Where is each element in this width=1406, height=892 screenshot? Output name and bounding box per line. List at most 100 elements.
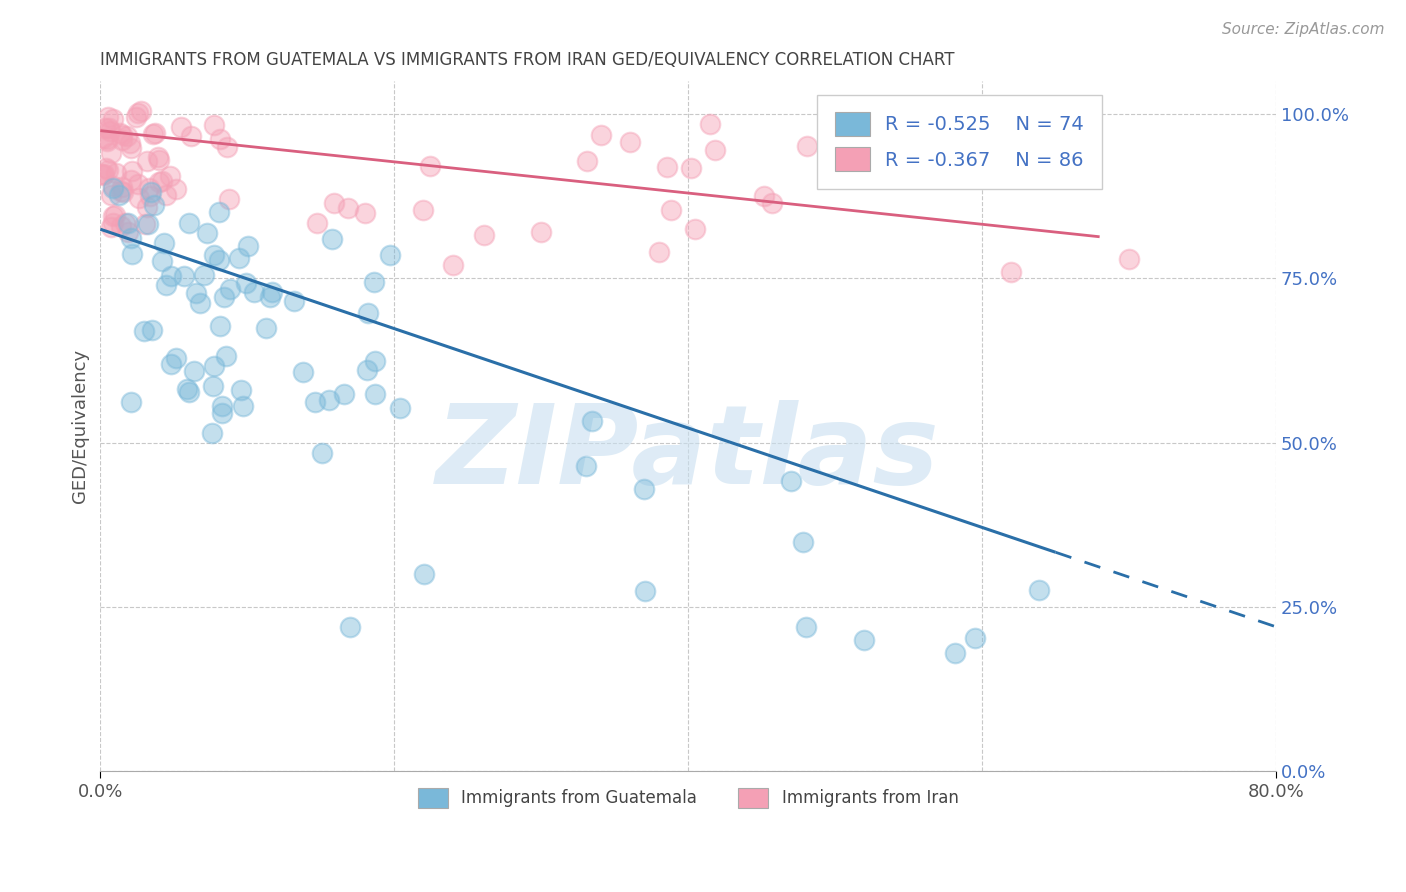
Point [472,227,495,242]
Y-axis label: GED/Equivalency: GED/Equivalency [72,350,89,503]
Point [101,216,124,230]
Point [139,188,162,202]
Point [792,535,814,549]
Point [1000,265,1022,279]
Point [388,401,411,415]
Point [117,225,139,239]
Point [619,135,641,149]
Point [173,269,195,284]
Point [177,384,200,399]
Point [148,153,170,168]
Point [155,277,177,292]
Point [441,258,464,272]
Point [101,112,124,127]
Point [100,220,122,235]
Point [943,646,966,660]
Point [283,293,305,308]
Point [121,164,143,178]
Point [209,132,232,146]
Point [208,205,231,219]
Text: Source: ZipAtlas.com: Source: ZipAtlas.com [1222,22,1385,37]
Point [141,323,163,337]
Point [142,198,165,212]
Point [235,276,257,290]
Point [93,167,115,181]
Point [305,217,328,231]
Point [963,631,986,645]
Point [110,219,132,234]
Point [94,161,117,176]
Point [170,120,193,135]
Point [339,620,361,634]
Point [159,169,181,183]
Point [761,196,783,211]
Point [188,296,211,310]
Point [215,349,238,363]
Point [112,185,135,199]
Point [208,252,231,267]
Point [364,354,387,368]
Point [378,248,401,262]
Point [127,177,149,191]
Legend: Immigrants from Guatemala, Immigrants from Iran: Immigrants from Guatemala, Immigrants fr… [411,781,966,814]
Point [96,134,118,148]
Point [256,321,278,335]
Point [796,139,818,153]
Point [184,285,207,300]
Point [118,136,141,151]
Point [97,110,120,124]
Point [336,201,359,215]
Point [91,131,114,145]
Point [150,174,173,188]
Point [101,209,124,223]
Point [208,319,231,334]
Point [120,140,142,154]
Point [108,187,131,202]
Point [117,216,139,230]
Point [146,150,169,164]
Point [412,202,434,217]
Point [218,192,240,206]
Point [292,365,315,379]
Point [679,161,702,176]
Point [214,290,236,304]
Point [318,393,340,408]
Point [142,127,165,141]
Point [211,399,233,413]
Point [201,425,224,440]
Point [259,290,281,304]
Point [333,387,356,401]
Point [127,106,149,120]
Point [685,221,707,235]
Point [148,175,170,189]
Point [114,216,136,230]
Point [752,189,775,203]
Point [155,188,177,202]
Point [357,306,380,320]
Point [93,120,115,135]
Point [202,359,225,373]
Point [176,382,198,396]
Point [98,120,121,135]
Point [657,160,679,174]
Point [236,238,259,252]
Point [120,230,142,244]
Point [165,351,187,365]
Point [589,128,612,143]
Point [183,364,205,378]
Point [575,154,598,169]
Point [260,285,283,300]
Point [98,123,121,137]
Point [91,168,114,182]
Point [1118,252,1140,266]
Point [530,226,553,240]
Point [120,395,142,409]
Text: IMMIGRANTS FROM GUATEMALA VS IMMIGRANTS FROM IRAN GED/EQUIVALENCY CORRELATION CH: IMMIGRANTS FROM GUATEMALA VS IMMIGRANTS … [100,51,955,69]
Point [111,180,134,194]
Point [103,181,125,195]
Point [648,245,671,260]
Point [215,139,238,153]
Point [633,482,655,496]
Point [321,232,343,246]
Point [699,117,721,131]
